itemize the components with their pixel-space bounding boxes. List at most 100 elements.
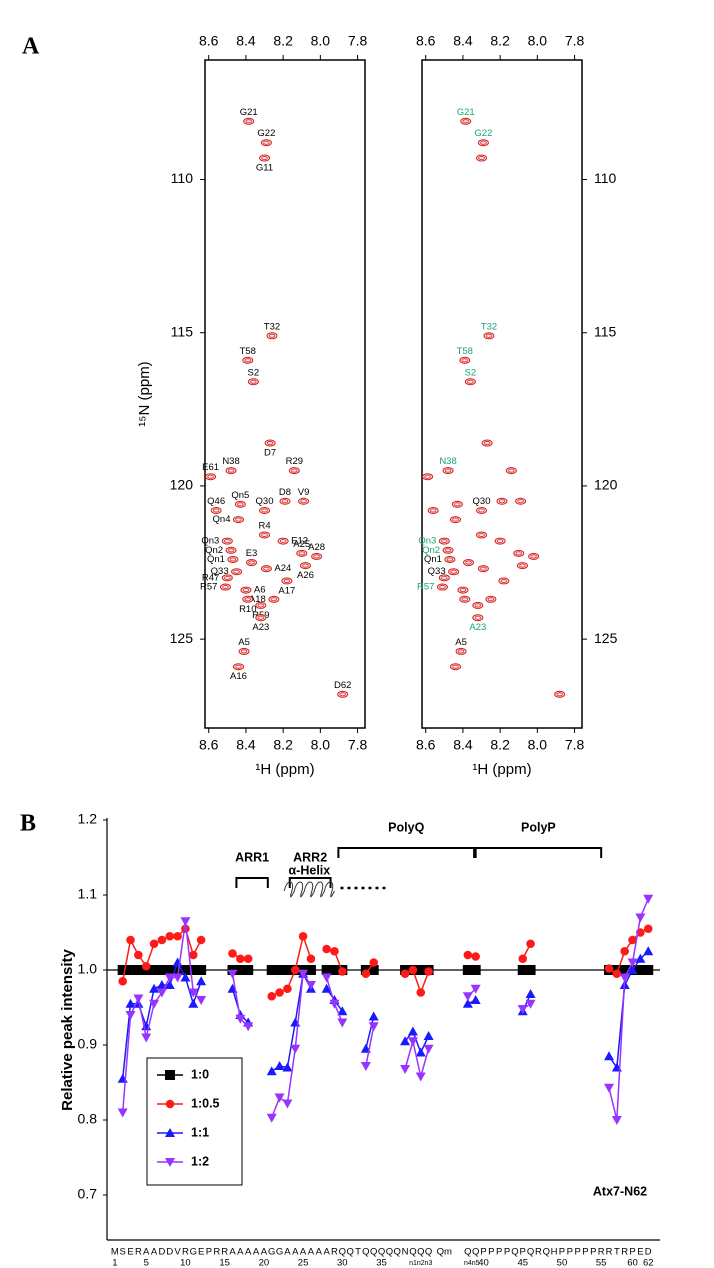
marker: [337, 1018, 348, 1028]
legend-marker: [165, 1128, 175, 1137]
x-tick-label: 5: [144, 1258, 149, 1268]
marker: [117, 965, 128, 975]
peak: [299, 562, 311, 570]
sequence-letter: P: [206, 1247, 212, 1258]
peak-label: R57: [200, 582, 217, 593]
peak-contour: [263, 566, 270, 571]
marker: [526, 939, 535, 949]
peak-contour: [257, 615, 265, 620]
legend-box: [146, 1057, 243, 1186]
marker: [180, 965, 191, 975]
sequence-letter: A: [245, 1247, 252, 1258]
peak: [268, 595, 280, 603]
marker: [415, 1047, 426, 1057]
peak-contour: [463, 559, 475, 567]
peak-contour: [452, 517, 459, 522]
peak-contour: [464, 378, 476, 386]
peak-contour: [259, 506, 271, 514]
peak-contour: [243, 117, 255, 125]
y-tick-label: 0.8: [78, 1111, 98, 1127]
peak: [210, 506, 222, 514]
marker: [471, 952, 480, 961]
x-tick-label: 8.4: [453, 737, 473, 753]
sequence-letter: P: [590, 1247, 596, 1258]
peak-contour: [422, 473, 434, 481]
marker: [156, 965, 167, 975]
peak: [477, 565, 489, 573]
peak-contour: [459, 595, 471, 603]
sequence-letter: P: [480, 1247, 486, 1258]
peak-label: G11: [256, 163, 273, 174]
marker: [227, 969, 238, 979]
sequence-letter: R: [221, 1247, 228, 1258]
peak: [205, 473, 217, 481]
sequence-letter: A: [316, 1247, 323, 1258]
peak-label: D62: [334, 680, 351, 691]
marker: [470, 995, 481, 1004]
peak-contour: [268, 333, 276, 338]
peak-contour: [242, 356, 254, 364]
peak: [513, 549, 525, 557]
x-tick-label: 8.6: [416, 33, 436, 49]
marker: [141, 961, 151, 971]
peak-label: V9: [298, 487, 310, 498]
marker: [118, 976, 127, 986]
marker: [321, 973, 332, 983]
peak-label: R47: [202, 572, 219, 583]
peak-contour: [224, 539, 231, 544]
peak-label: T58: [457, 346, 473, 357]
peak-contour: [496, 497, 508, 505]
marker: [196, 976, 207, 986]
peak-contour: [268, 595, 280, 603]
peak: [225, 546, 237, 554]
peak: [472, 601, 484, 609]
peak: [505, 467, 517, 475]
y-tick-label: 120: [594, 477, 618, 493]
marker: [407, 1037, 418, 1047]
peak-contour: [261, 532, 268, 537]
marker: [329, 999, 340, 1009]
x-tick-label: 8.0: [311, 33, 331, 49]
peak: [242, 356, 254, 364]
sequence-letter: Q: [370, 1247, 377, 1258]
peak: [449, 516, 461, 524]
peak: [259, 154, 271, 162]
peak-contour: [298, 497, 310, 505]
x-axis-label: ¹H (ppm): [472, 761, 531, 778]
marker: [400, 1065, 411, 1074]
peak-contour: [279, 539, 287, 544]
x-tick-label: 40: [478, 1258, 489, 1268]
peak-contour: [444, 468, 452, 473]
peak: [266, 332, 278, 340]
peak-label: R29: [286, 456, 303, 467]
peak: [476, 154, 488, 162]
peak-label: D7: [264, 448, 276, 459]
peak-contour: [429, 508, 437, 513]
peak-contour: [255, 614, 267, 622]
peak-contour: [245, 119, 252, 124]
sequence-letter: G: [276, 1247, 283, 1258]
y-tick-label: 110: [171, 170, 194, 186]
peak: [260, 139, 272, 147]
peak-contour: [291, 468, 298, 473]
marker: [125, 998, 136, 1008]
peak-label: A23: [469, 622, 486, 633]
marker: [149, 939, 159, 949]
x-tick-label: 8.2: [490, 33, 510, 49]
peak-contour: [313, 554, 320, 559]
peak-contour: [242, 595, 254, 603]
sequence-letter: Qm: [437, 1247, 452, 1258]
peak-contour: [472, 601, 484, 609]
peak-contour: [498, 577, 510, 585]
marker: [133, 965, 144, 975]
x-tick-label: 8.6: [416, 737, 436, 753]
marker: [329, 965, 340, 975]
peak: [476, 506, 488, 514]
peak-label: Qn3: [201, 536, 219, 547]
marker: [462, 998, 473, 1008]
marker: [266, 1113, 277, 1123]
marker: [267, 991, 277, 1001]
marker: [149, 983, 160, 993]
peak-contour: [476, 154, 488, 162]
